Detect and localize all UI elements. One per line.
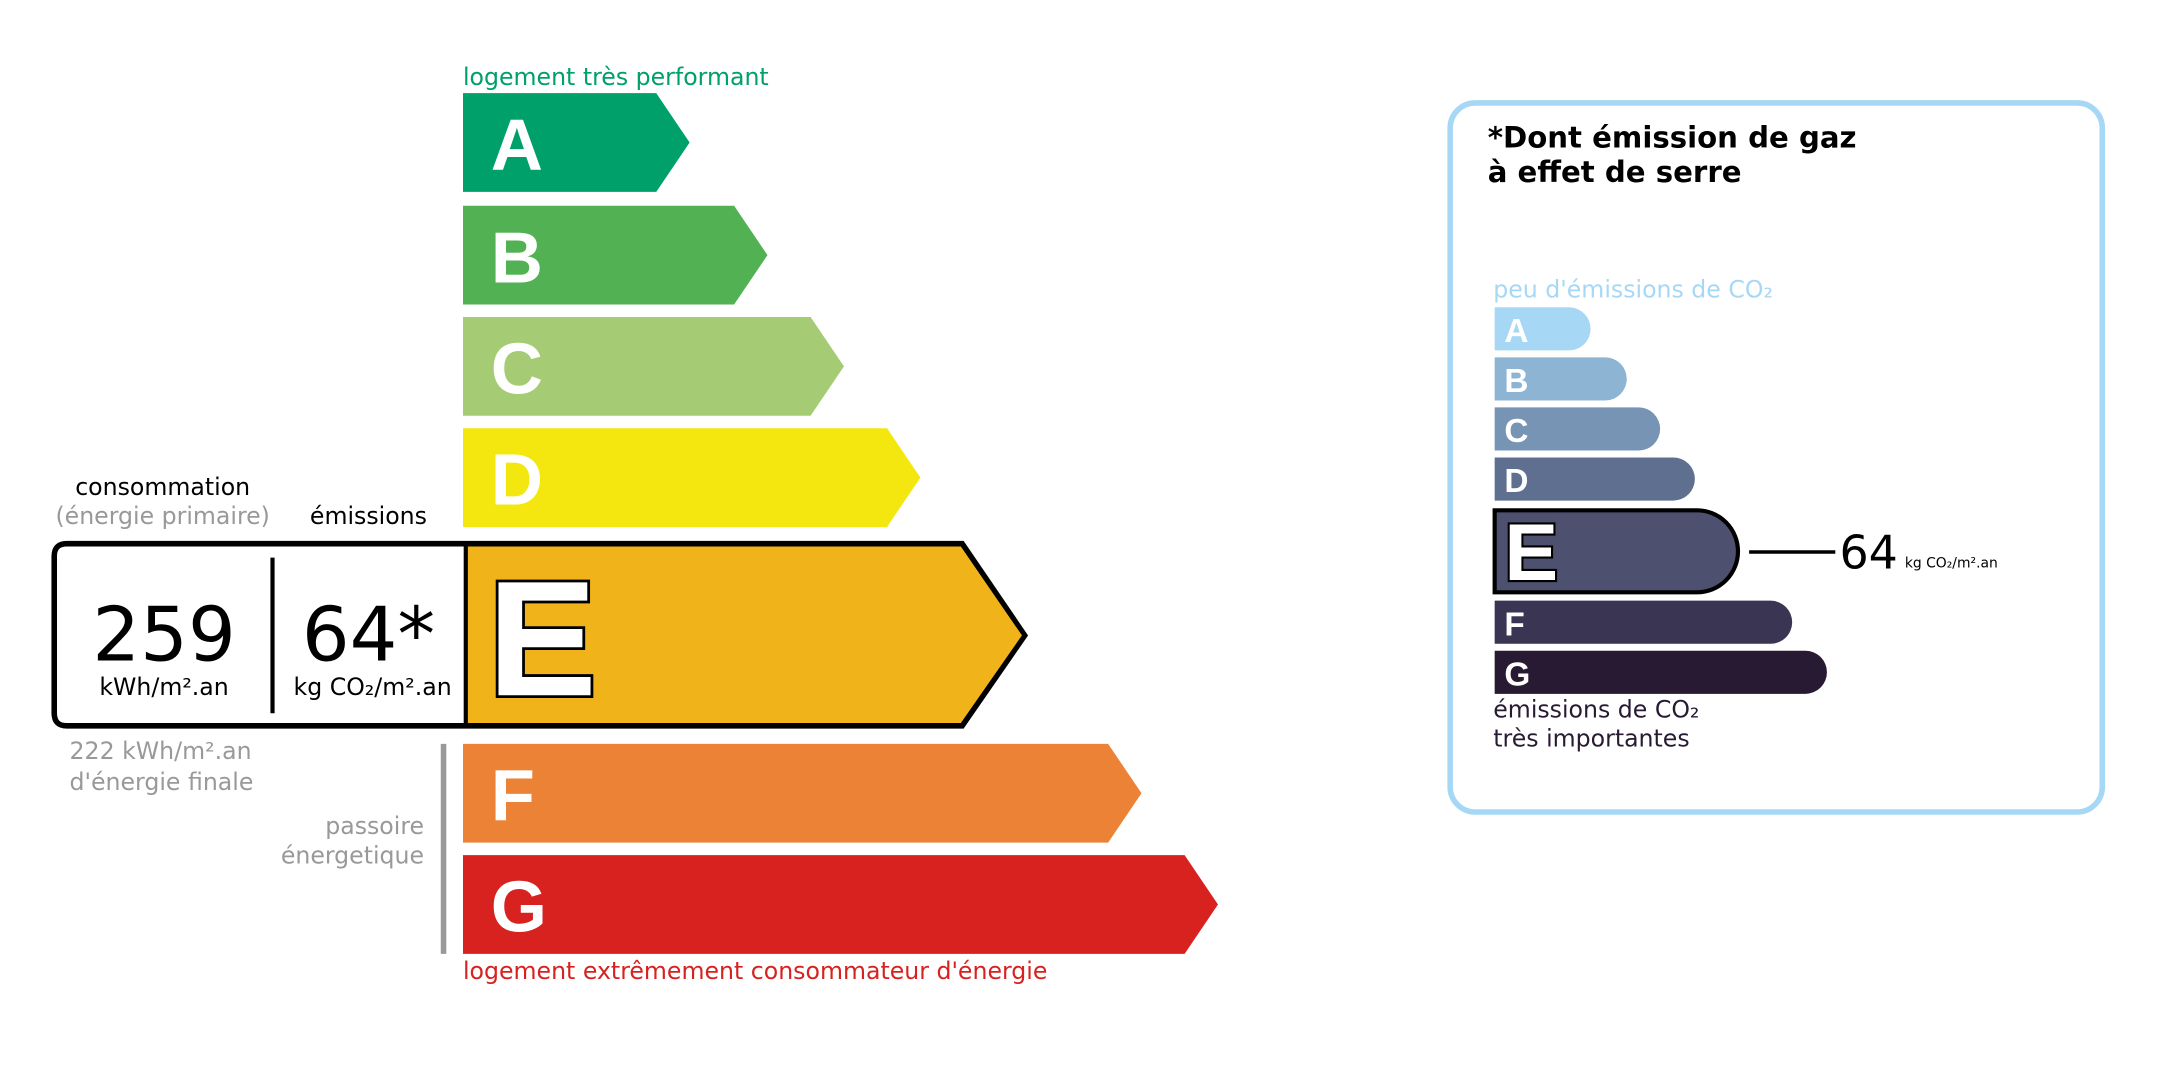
ges-class-letter: A <box>1504 313 1528 350</box>
passoire-label-2: énergetique <box>281 841 424 869</box>
ges-unit: kg CO₂/m².an <box>1905 555 1998 571</box>
consumption-unit: kWh/m².an <box>99 673 228 701</box>
class-b-bar <box>462 205 768 305</box>
consumption-value: 259 <box>92 590 235 678</box>
ges-class-letter: D <box>1504 463 1528 500</box>
final-energy-label: d'énergie finale <box>70 768 254 796</box>
ges-class-b-bar <box>1494 357 1627 401</box>
emissions-value: 64* <box>302 590 435 678</box>
final-energy: 222 kWh/m².an <box>70 737 252 765</box>
class-f-bar <box>462 743 1142 843</box>
class-e-letter: E <box>488 546 597 730</box>
class-letter: C <box>491 330 543 410</box>
passoire-label: passoire <box>325 812 424 840</box>
ges-class-g-bar <box>1494 650 1827 694</box>
class-g-bar <box>462 855 1218 954</box>
ges-class-letter: C <box>1504 413 1528 450</box>
ges-class-letter: G <box>1504 656 1530 693</box>
ges-bottom-label-2: très importantes <box>1493 725 1689 753</box>
ges-title: *Dont émission de gaz <box>1488 120 1857 154</box>
class-e-bar <box>467 546 1022 724</box>
ges-class-f-bar <box>1494 600 1793 644</box>
emissions-unit: kg CO₂/m².an <box>294 673 452 701</box>
ges-class-letter: E <box>1504 508 1558 598</box>
ges-class-letter: F <box>1504 606 1524 643</box>
ges-class-d-bar <box>1494 457 1695 501</box>
class-letter: A <box>491 106 543 186</box>
ges-title-2: à effet de serre <box>1488 155 1742 189</box>
class-d-bar <box>462 428 921 527</box>
ges-top-label: peu d'émissions de CO₂ <box>1493 276 1773 304</box>
ges-bottom-label: émissions de CO₂ <box>1493 695 1699 723</box>
class-c-bar <box>462 317 844 416</box>
class-letter: B <box>491 218 543 298</box>
class-letter: D <box>491 441 543 521</box>
ges-class-letter: B <box>1504 363 1528 400</box>
consumption-label: consommation <box>75 473 250 501</box>
top-label: logement très performant <box>463 63 769 91</box>
class-letter: G <box>491 868 547 948</box>
bottom-label: logement extrêmement consommateur d'éner… <box>463 957 1047 985</box>
class-a-bar <box>462 93 690 192</box>
ges-value: 64 <box>1839 526 1897 580</box>
ges-class-c-bar <box>1494 407 1661 451</box>
consumption-sub: (énergie primaire) <box>55 502 269 530</box>
ges-class-a-bar <box>1494 307 1591 351</box>
emissions-label: émissions <box>310 502 427 530</box>
ges-class-e-bar <box>1492 508 1740 595</box>
class-letter: F <box>491 756 535 836</box>
